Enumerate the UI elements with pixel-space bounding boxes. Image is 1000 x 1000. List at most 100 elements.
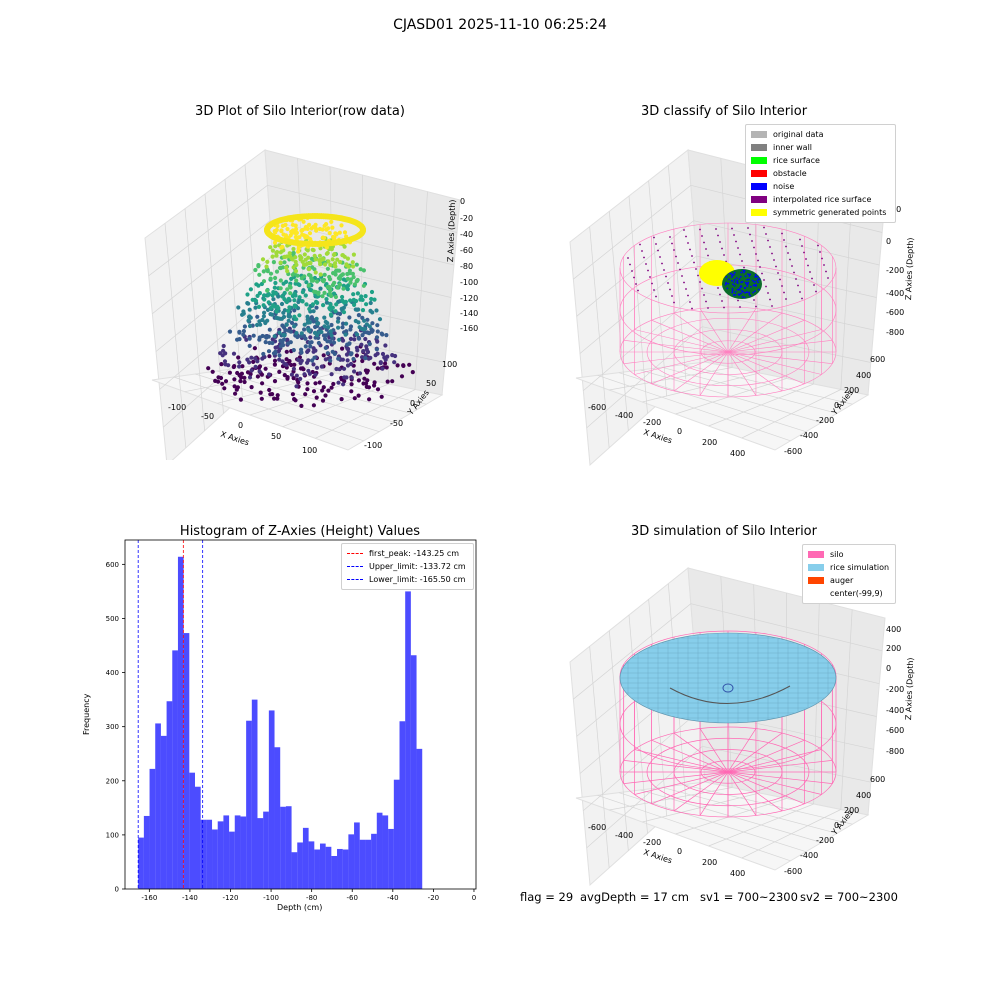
- raw-point: [270, 254, 275, 259]
- raw-point: [303, 293, 308, 298]
- simulation-y-tick: -400: [800, 851, 818, 860]
- raw-point: [365, 349, 371, 355]
- raw-point: [299, 403, 304, 408]
- raw-point: [348, 298, 353, 303]
- noise-point: [752, 291, 755, 294]
- histogram-x-tick-label: -60: [347, 894, 358, 902]
- raw-point: [267, 387, 272, 393]
- raw-point: [354, 262, 359, 267]
- simulation-x-tick: -200: [643, 838, 661, 847]
- interpolated-point: [657, 249, 659, 252]
- raw-point: [220, 381, 225, 386]
- raw-point: [316, 321, 321, 326]
- raw-point: [275, 393, 280, 398]
- raw-point: [380, 332, 385, 337]
- interpolated-point: [627, 257, 629, 259]
- raw-point: [268, 245, 273, 250]
- raw-point: [257, 291, 262, 296]
- raw-point: [272, 334, 277, 339]
- simulation-3d-plot: 400 200 0 -200 -400 -600 -800 -600 -400 …: [569, 567, 904, 887]
- raw-point: [280, 244, 285, 249]
- raw-z-tick: -20: [460, 214, 473, 223]
- noise-point: [725, 282, 728, 285]
- histogram-bar: [195, 786, 201, 889]
- interpolated-point: [689, 248, 691, 251]
- raw-point: [257, 272, 262, 277]
- interpolated-point: [655, 243, 657, 245]
- legend-swatch: [751, 209, 767, 216]
- classify-noise-points: [724, 269, 761, 299]
- raw-point: [341, 277, 346, 282]
- raw-plot-title: 3D Plot of Silo Interior(row data): [195, 104, 405, 119]
- raw-point: [284, 362, 289, 367]
- raw-point: [252, 346, 257, 351]
- classify-legend-item: noise: [751, 180, 890, 193]
- histogram-bar: [229, 831, 235, 889]
- interpolated-point: [781, 285, 783, 287]
- raw-point: [323, 345, 328, 350]
- raw-point: [333, 294, 338, 300]
- interpolated-point: [673, 301, 675, 304]
- simulation-z-ticks: 400 200 0 -200 -400 -600 -800: [886, 625, 904, 756]
- raw-point: [364, 302, 369, 307]
- interpolated-point: [645, 263, 647, 265]
- raw-point: [334, 302, 339, 307]
- raw-point: [363, 336, 368, 342]
- histogram-bar: [160, 735, 167, 889]
- interpolated-point: [651, 282, 653, 285]
- raw-z-tick: -40: [460, 230, 473, 239]
- interpolated-point: [735, 240, 737, 243]
- raw-point: [277, 353, 282, 358]
- raw-point: [291, 376, 296, 381]
- raw-point: [292, 324, 297, 329]
- raw-point: [242, 379, 247, 385]
- raw-point: [247, 336, 252, 341]
- raw-point: [401, 363, 406, 368]
- raw-point: [311, 349, 316, 354]
- raw-point: [219, 362, 224, 367]
- raw-point: [264, 335, 269, 340]
- raw-point: [236, 355, 241, 360]
- noise-point: [749, 294, 752, 297]
- interpolated-point: [659, 256, 661, 258]
- classify-plot-title: 3D classify of Silo Interior: [640, 104, 808, 119]
- raw-point: [369, 329, 374, 334]
- raw-point: [372, 361, 377, 366]
- classify-3d-plot: 200 0 -200 -400 -600 -800 -600 -400 -200…: [569, 149, 904, 467]
- legend-swatch: [751, 196, 767, 203]
- raw-point: [339, 223, 344, 228]
- interpolated-point: [773, 259, 775, 261]
- raw-point: [392, 360, 397, 365]
- interpolated-point: [785, 245, 787, 248]
- raw-point: [233, 391, 238, 396]
- raw-point: [255, 359, 260, 364]
- raw-point: [329, 372, 334, 377]
- raw-point: [288, 340, 293, 345]
- noise-point: [754, 280, 756, 283]
- raw-point: [354, 353, 359, 358]
- raw-point: [311, 309, 316, 314]
- histogram-bar: [365, 839, 372, 889]
- raw-point: [329, 333, 334, 338]
- raw-point: [320, 256, 325, 261]
- noise-point: [747, 273, 749, 275]
- raw-point: [275, 304, 280, 309]
- interpolated-point: [771, 252, 773, 255]
- raw-point: [321, 333, 327, 338]
- classify-z-ticks: 200 0 -200 -400 -600 -800: [886, 205, 904, 337]
- histogram-y-tick-label: 600: [106, 561, 119, 569]
- raw-point: [302, 252, 307, 257]
- interpolated-point: [635, 283, 637, 285]
- raw-point: [263, 340, 268, 345]
- interpolated-point: [775, 265, 777, 268]
- raw-point: [322, 290, 327, 295]
- noise-point: [731, 288, 734, 290]
- histogram-bar: [177, 556, 184, 889]
- raw-point: [343, 299, 348, 304]
- raw-point: [300, 290, 305, 295]
- simulation-x-tick: -600: [588, 823, 606, 832]
- raw-point: [272, 358, 278, 363]
- raw-point: [285, 226, 290, 232]
- raw-point: [273, 244, 278, 249]
- raw-point: [307, 287, 313, 292]
